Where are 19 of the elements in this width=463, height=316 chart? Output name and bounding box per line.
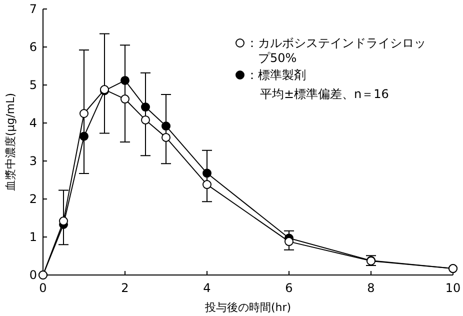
y-tick-label: 7 [29, 2, 37, 16]
x-tick-label: 6 [285, 281, 293, 295]
annotation: 平均±標準偏差、n＝16 [260, 87, 389, 101]
x-tick-label: 10 [445, 281, 461, 295]
y-tick-label: 6 [29, 40, 37, 54]
x-tick-label: 4 [203, 281, 211, 295]
x-tick-label: 0 [39, 281, 47, 295]
y-tick-label: 2 [29, 192, 37, 206]
x-tick-label: 8 [367, 281, 375, 295]
y-tick-label: 0 [29, 268, 37, 282]
y-tick-label: 3 [29, 154, 37, 168]
legend-label: ：カルボシステインドライシロップ50% [246, 36, 426, 65]
legend-label: ：標準製剤 [246, 68, 306, 82]
x-axis-title: 投与後の時間(hr) [204, 301, 292, 314]
y-axis-title: 血漿中濃度(μg/mL) [4, 92, 17, 192]
x-tick-label: 2 [121, 281, 129, 295]
y-tick-label: 1 [29, 230, 37, 244]
y-tick-label: 4 [29, 116, 37, 130]
y-tick-label: 5 [29, 78, 37, 92]
